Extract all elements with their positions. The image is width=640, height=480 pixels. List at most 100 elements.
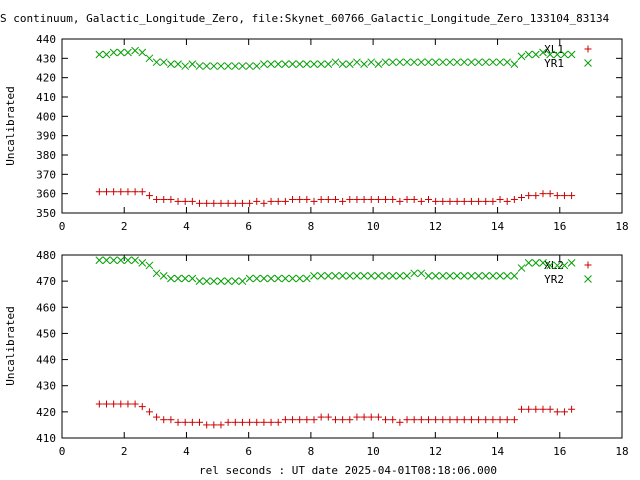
data-point bbox=[181, 197, 189, 205]
data-point bbox=[217, 199, 225, 207]
data-point bbox=[181, 418, 189, 426]
data-point bbox=[367, 195, 375, 203]
data-point bbox=[396, 197, 404, 205]
data-point bbox=[317, 195, 325, 203]
y-tick-label: 420 bbox=[36, 406, 56, 419]
data-point bbox=[410, 195, 418, 203]
data-point bbox=[438, 58, 447, 67]
data-point bbox=[353, 272, 361, 280]
y-tick-label: 480 bbox=[36, 249, 56, 262]
data-point bbox=[274, 418, 282, 426]
plot-panel-1: 350 360 370 380 390 400 410 420 430 440 0 2 4 6 8 10 12 1… bbox=[4, 33, 629, 233]
data-point bbox=[539, 405, 547, 413]
data-point bbox=[338, 272, 347, 280]
x-tick-label: 2 bbox=[121, 220, 128, 233]
x-tick-label: 10 bbox=[366, 220, 379, 233]
data-point bbox=[246, 199, 254, 207]
data-point bbox=[539, 190, 547, 198]
data-point bbox=[553, 261, 562, 270]
x-tick-label: 4 bbox=[183, 445, 190, 458]
y-tick-label: 390 bbox=[36, 130, 56, 143]
data-point bbox=[560, 261, 569, 270]
data-point bbox=[396, 418, 404, 426]
y-axis-label: Uncalibrated bbox=[4, 306, 17, 385]
data-point bbox=[417, 269, 426, 278]
data-point bbox=[367, 272, 376, 280]
data-point bbox=[95, 50, 104, 59]
legend-label: YR2 bbox=[544, 273, 564, 286]
data-point bbox=[131, 188, 139, 196]
data-point bbox=[295, 274, 304, 283]
data-point bbox=[503, 416, 511, 424]
y-tick-label: 360 bbox=[36, 188, 56, 201]
data-point bbox=[510, 60, 519, 68]
data-point bbox=[152, 58, 161, 67]
data-point bbox=[546, 190, 554, 198]
data-point bbox=[238, 199, 246, 207]
data-point bbox=[524, 50, 533, 59]
data-point bbox=[138, 48, 147, 57]
data-point bbox=[517, 264, 526, 272]
data-point bbox=[446, 272, 454, 280]
data-point bbox=[453, 272, 461, 280]
data-point bbox=[196, 199, 204, 207]
data-point bbox=[295, 60, 304, 68]
data-point bbox=[389, 416, 397, 424]
data-point bbox=[188, 274, 197, 283]
data-point bbox=[253, 418, 261, 426]
data-point bbox=[475, 197, 483, 205]
data-point bbox=[496, 195, 504, 203]
y-tick-label: 470 bbox=[36, 275, 56, 288]
data-point bbox=[310, 197, 318, 205]
data-point bbox=[568, 192, 576, 200]
data-point bbox=[489, 197, 497, 205]
data-point bbox=[382, 416, 390, 424]
plot-frame bbox=[61, 254, 623, 439]
data-point bbox=[217, 421, 225, 429]
data-point bbox=[353, 58, 361, 67]
data-point bbox=[117, 188, 125, 196]
data-point bbox=[117, 400, 125, 408]
data-point bbox=[153, 413, 161, 421]
data-point bbox=[159, 272, 168, 280]
data-point bbox=[374, 195, 382, 203]
data-point bbox=[109, 256, 118, 265]
data-point bbox=[532, 192, 540, 200]
data-point bbox=[403, 195, 411, 203]
data-point bbox=[231, 418, 239, 426]
data-point bbox=[124, 48, 132, 57]
data-point bbox=[253, 197, 261, 205]
data-point bbox=[446, 416, 454, 424]
data-point bbox=[274, 60, 283, 68]
data-point bbox=[338, 60, 347, 68]
data-point bbox=[324, 195, 332, 203]
data-point bbox=[288, 274, 297, 283]
data-point bbox=[467, 416, 475, 424]
legend-marker bbox=[584, 261, 592, 269]
data-point bbox=[460, 272, 469, 280]
data-point bbox=[560, 192, 568, 200]
data-point bbox=[446, 197, 454, 205]
data-point bbox=[431, 272, 440, 280]
x-tick-label: 10 bbox=[366, 445, 379, 458]
data-point bbox=[374, 272, 383, 280]
data-point bbox=[252, 274, 261, 283]
data-point bbox=[374, 413, 382, 421]
data-point bbox=[560, 50, 569, 59]
data-point bbox=[439, 197, 447, 205]
data-point bbox=[503, 58, 512, 67]
data-point bbox=[95, 256, 104, 265]
x-tick-label: 2 bbox=[121, 445, 128, 458]
data-point bbox=[153, 195, 161, 203]
data-point bbox=[260, 418, 268, 426]
data-point bbox=[302, 60, 311, 68]
data-point bbox=[217, 62, 225, 70]
x-tick-label: 8 bbox=[308, 445, 315, 458]
data-point bbox=[374, 60, 383, 68]
x-tick-label: 4 bbox=[183, 220, 190, 233]
data-point bbox=[460, 58, 469, 67]
data-point bbox=[525, 192, 533, 200]
legend-marker bbox=[584, 59, 592, 67]
data-point bbox=[417, 58, 426, 67]
